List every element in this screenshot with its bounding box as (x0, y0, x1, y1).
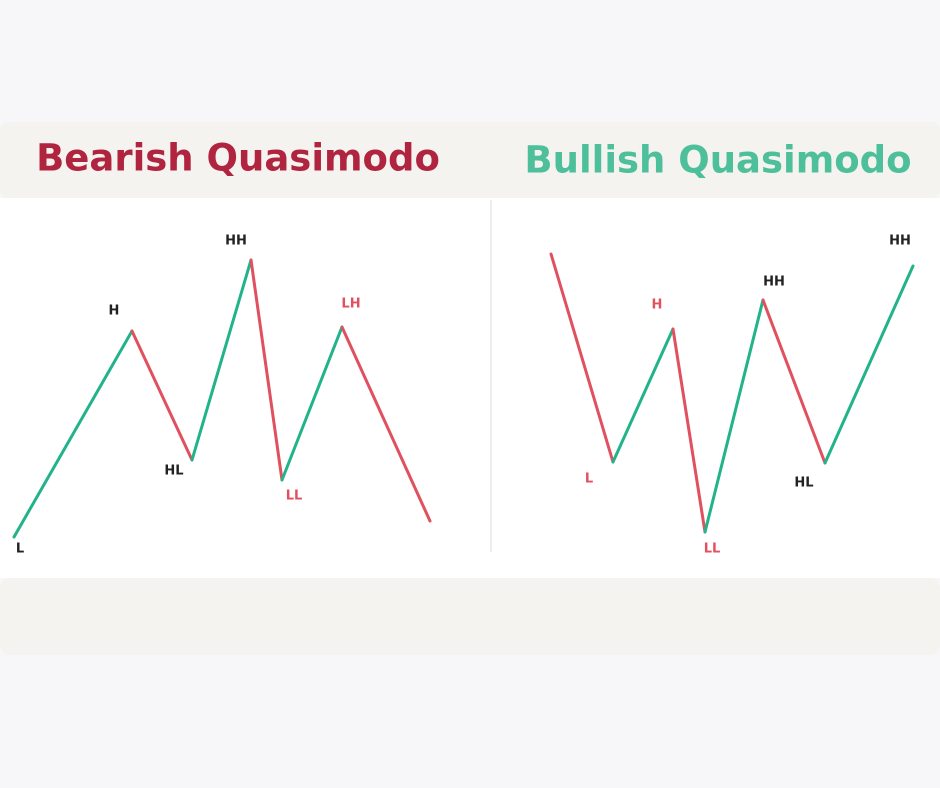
down-leg (130, 329, 194, 462)
point-label: HL (794, 476, 813, 491)
point-label: H (652, 298, 663, 313)
down-leg (671, 327, 707, 534)
down-leg (340, 325, 432, 523)
bottom-band (0, 578, 940, 655)
bearish-title: Bearish Quasimodo (36, 137, 440, 180)
point-label: L (16, 542, 24, 557)
point-label: HL (164, 464, 183, 479)
up-leg (823, 264, 915, 465)
up-leg (190, 258, 253, 462)
point-label: LL (286, 489, 303, 504)
down-leg (249, 258, 284, 482)
point-label: HH (889, 234, 911, 249)
point-label: HH (225, 234, 247, 249)
up-leg (703, 298, 765, 534)
point-label: LL (704, 542, 721, 557)
point-label: LH (341, 297, 360, 312)
point-label: H (109, 304, 120, 319)
up-leg (611, 327, 675, 464)
chart-area (0, 198, 940, 578)
bullish-title: Bullish Quasimodo (524, 139, 911, 182)
down-leg (761, 298, 827, 465)
point-label: L (585, 472, 593, 487)
down-leg (549, 252, 615, 464)
title-band (0, 122, 940, 198)
up-leg (12, 329, 134, 539)
up-leg (280, 325, 344, 482)
point-label: HH (763, 275, 785, 290)
